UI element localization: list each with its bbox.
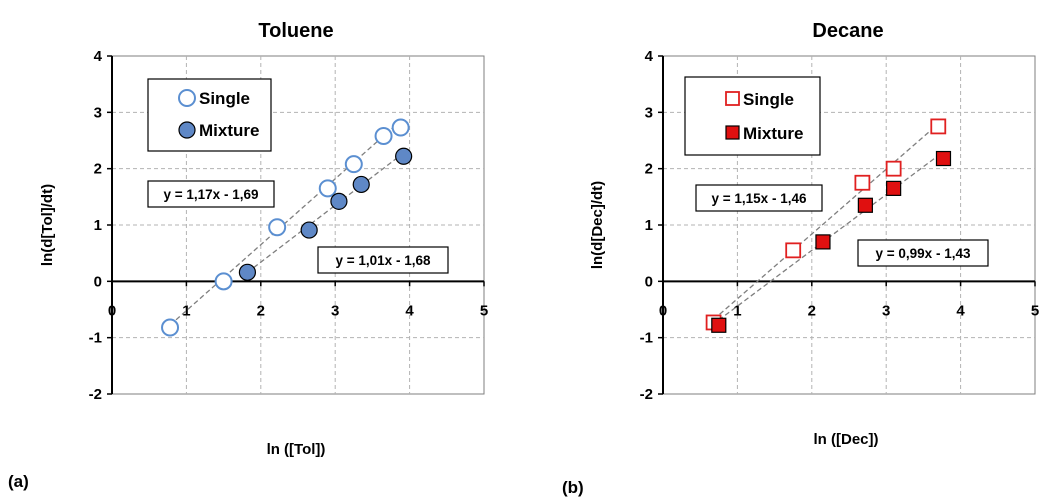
fit-equation-single: y = 1,15x - 1,46 bbox=[695, 184, 823, 212]
point-mixture bbox=[352, 175, 370, 194]
data-points bbox=[705, 118, 952, 333]
y-tick-label: 3 bbox=[645, 104, 653, 121]
y-tick-label: 4 bbox=[94, 48, 103, 65]
fit-equation-mixture-text: y = 0,99x - 1,43 bbox=[876, 246, 971, 261]
point-single bbox=[930, 118, 947, 135]
trend-lines bbox=[169, 120, 405, 326]
y-axis-label: ln(d[Dec]/dt) bbox=[589, 181, 606, 269]
trend-line-single bbox=[169, 120, 402, 326]
y-tick-label: 2 bbox=[94, 161, 102, 178]
y-tick-label: -1 bbox=[640, 330, 653, 347]
point-single bbox=[268, 218, 287, 237]
x-tick-label: 3 bbox=[882, 302, 890, 319]
x-tick-label: 5 bbox=[1031, 302, 1039, 319]
fit-equation-single-text: y = 1,17x - 1,69 bbox=[164, 187, 259, 202]
point-single bbox=[391, 118, 410, 137]
fit-equation-single: y = 1,17x - 1,69 bbox=[147, 180, 275, 208]
y-tick-label: -2 bbox=[89, 386, 102, 403]
legend-box bbox=[147, 78, 272, 152]
x-tick-label: 1 bbox=[733, 302, 741, 319]
x-tick-label: 1 bbox=[182, 302, 190, 319]
tick-labels: 0 1 2 3 4 5 -2 -1 0 1 2 3 4 bbox=[640, 48, 1040, 403]
x-tick-label: 2 bbox=[808, 302, 816, 319]
trend-line-mixture bbox=[247, 152, 405, 273]
legend: Single Mixture bbox=[147, 78, 272, 152]
legend-mixture-label: Mixture bbox=[743, 124, 803, 143]
chart-title: Toluene bbox=[258, 20, 333, 42]
y-axis-label: ln(d[Tol]/dt) bbox=[39, 184, 56, 266]
x-tick-label: 4 bbox=[956, 302, 965, 319]
legend-single-marker bbox=[725, 91, 740, 106]
x-tick-label: 2 bbox=[257, 302, 265, 319]
axes bbox=[658, 55, 1036, 395]
point-single bbox=[161, 318, 180, 337]
x-axis-label: ln ([Dec]) bbox=[814, 431, 879, 448]
panel-label: (a) bbox=[8, 472, 29, 491]
x-tick-label: 0 bbox=[108, 302, 116, 319]
legend-single-label: Single bbox=[199, 89, 250, 108]
fit-equation-mixture: y = 1,01x - 1,68 bbox=[317, 246, 449, 274]
x-tick-label: 3 bbox=[331, 302, 339, 319]
fit-equation-mixture-box bbox=[857, 239, 989, 267]
x-tick-label: 0 bbox=[659, 302, 667, 319]
y-tick-label: 1 bbox=[645, 217, 653, 234]
legend-mixture-marker bbox=[725, 125, 740, 140]
y-tick-label: 4 bbox=[645, 48, 654, 65]
point-mixture bbox=[857, 197, 873, 213]
point-single bbox=[885, 160, 902, 177]
point-mixture bbox=[238, 263, 257, 281]
legend: Single Mixture bbox=[684, 76, 821, 156]
point-mixture bbox=[815, 234, 831, 250]
fit-equation-mixture-box bbox=[317, 246, 449, 274]
y-tick-label: 2 bbox=[645, 161, 653, 178]
point-single bbox=[344, 155, 363, 174]
point-mixture bbox=[886, 180, 902, 196]
point-single bbox=[318, 179, 337, 198]
x-tick-label: 5 bbox=[480, 302, 488, 319]
point-mixture bbox=[935, 150, 952, 167]
axes bbox=[107, 55, 485, 395]
point-single bbox=[785, 242, 802, 259]
legend-mixture-label: Mixture bbox=[199, 121, 259, 140]
y-tick-label: -1 bbox=[89, 330, 102, 347]
decane-chart: Decane 0 1 2 3 4 5 -2 -1 0 1 2 3 4 Single Mixture y … bbox=[562, 20, 1039, 497]
y-tick-label: 1 bbox=[94, 217, 102, 234]
fit-equation-single-text: y = 1,15x - 1,46 bbox=[712, 191, 807, 206]
point-single bbox=[854, 174, 871, 191]
tick-labels: 0 1 2 3 4 5 -2 -1 0 1 2 3 4 bbox=[89, 48, 489, 403]
legend-box bbox=[684, 76, 821, 156]
trend-line-mixture bbox=[718, 151, 944, 321]
fit-equation-single-box bbox=[147, 180, 275, 208]
point-single bbox=[214, 272, 233, 291]
y-tick-label: 3 bbox=[94, 104, 102, 121]
legend-mixture-marker bbox=[178, 121, 196, 139]
point-mixture bbox=[330, 192, 348, 210]
y-tick-label: -2 bbox=[640, 386, 653, 403]
panel-label: (b) bbox=[562, 478, 584, 497]
legend-single-marker bbox=[178, 89, 196, 107]
point-mixture bbox=[395, 147, 413, 165]
y-tick-label: 0 bbox=[94, 273, 102, 290]
point-single bbox=[374, 126, 393, 145]
trend-line-single bbox=[713, 123, 939, 321]
trend-lines bbox=[713, 123, 944, 321]
point-mixture bbox=[711, 317, 727, 333]
x-axis-label: ln ([Tol]) bbox=[267, 441, 326, 458]
fit-equation-single-box bbox=[695, 184, 823, 212]
y-tick-label: 0 bbox=[645, 273, 653, 290]
fit-equation-mixture: y = 0,99x - 1,43 bbox=[857, 239, 989, 267]
legend-single-label: Single bbox=[743, 90, 794, 109]
x-tick-label: 4 bbox=[405, 302, 414, 319]
fit-equation-mixture-text: y = 1,01x - 1,68 bbox=[336, 253, 431, 268]
point-mixture bbox=[300, 221, 318, 239]
chart-title: Decane bbox=[812, 20, 883, 42]
data-points bbox=[161, 118, 413, 337]
toluene-chart: Toluene 0 1 2 3 4 5 -2 -1 0 1 2 3 4 Single Mixture y… bbox=[8, 20, 488, 491]
